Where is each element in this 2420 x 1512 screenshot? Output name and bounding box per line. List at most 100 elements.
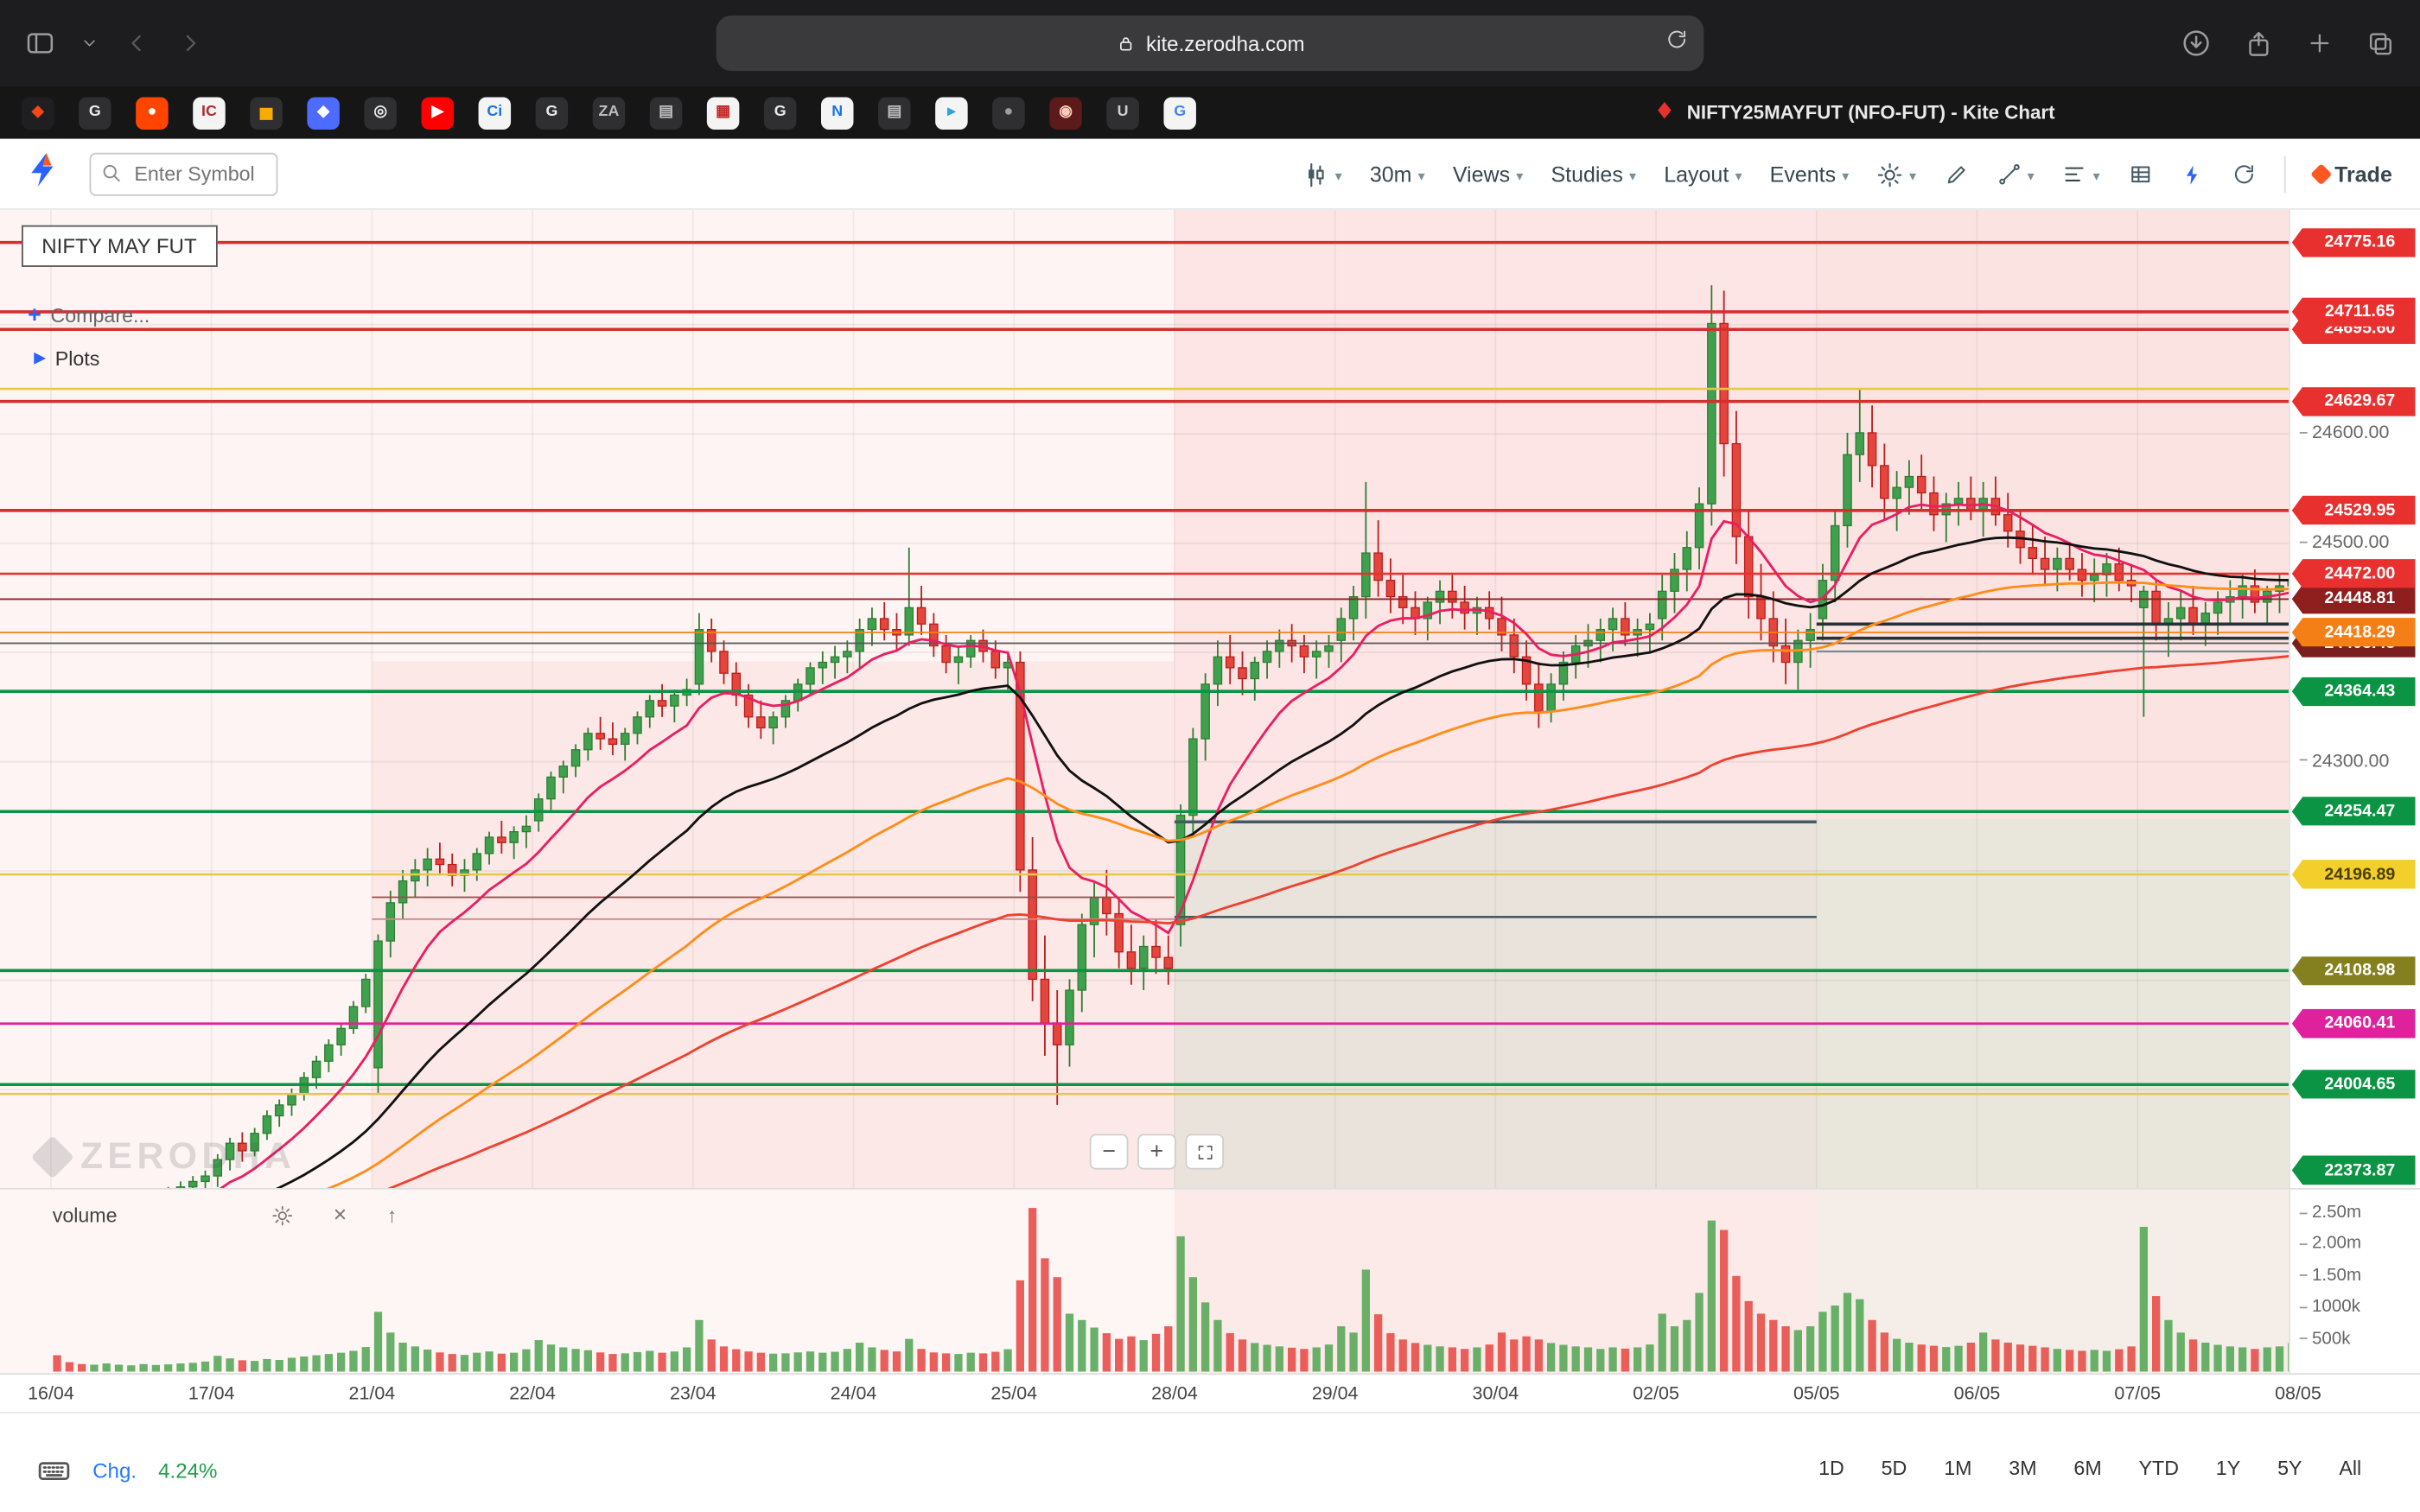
- x-axis-label: 17/04: [188, 1382, 235, 1404]
- chart-type-button[interactable]: ▾: [1302, 162, 1342, 187]
- downloads-icon[interactable]: [2181, 28, 2212, 59]
- price-tag: 24448.81: [2291, 584, 2416, 614]
- studies-menu[interactable]: Studies ▾: [1551, 162, 1637, 187]
- chevron-down-icon: ▾: [2027, 167, 2035, 183]
- tab-title-text: NIFTY25MAYFUT (NFO-FUT) - Kite Chart: [1686, 101, 2055, 124]
- bookmark-google[interactable]: G: [1163, 96, 1196, 130]
- draw-tool-button[interactable]: [1944, 162, 1969, 187]
- orderbook-button[interactable]: ▾: [2062, 162, 2100, 187]
- bookmark-g2[interactable]: G: [535, 96, 569, 130]
- bookmark-u[interactable]: U: [1106, 96, 1139, 130]
- bookmark-kite[interactable]: ◆: [21, 96, 54, 130]
- bookmark-telegram[interactable]: ▸: [935, 96, 968, 130]
- bookmark-ic[interactable]: IC: [193, 96, 226, 130]
- new-tab-icon[interactable]: [2306, 29, 2334, 57]
- forward-icon[interactable]: [176, 29, 204, 57]
- time-axis[interactable]: 16/04 17/04 21/04 22/04 23/04 24/04 25/04 28/04…: [0, 1373, 2420, 1412]
- range-3m[interactable]: 3M: [1996, 1451, 2049, 1486]
- url-text: kite.zerodha.com: [1146, 31, 1305, 55]
- volume-pane: volume × ↑ 2.50m 2.00m 1.50m 1000k 500k: [0, 1187, 2420, 1374]
- volume-settings-icon[interactable]: [271, 1204, 293, 1226]
- active-tab[interactable]: NIFTY25MAYFUT (NFO-FUT) - Kite Chart: [1654, 86, 2055, 139]
- quick-trade-icon[interactable]: [2181, 162, 2204, 186]
- fullscreen-button[interactable]: [1185, 1134, 1225, 1170]
- refresh-icon[interactable]: [2232, 162, 2257, 187]
- y-axis-label: 24500.00: [2300, 530, 2389, 552]
- bookmarks-list: ◆ G ● IC ▅ ◆ ◎ ▶ Ci G ZA ▤ ▦ G N ▤ ▸ ● ◉ U G: [0, 96, 1196, 130]
- range-all[interactable]: All: [2327, 1451, 2373, 1486]
- interval-button[interactable]: 30m ▾: [1369, 162, 1425, 187]
- price-tag: 24364.43: [2291, 677, 2416, 707]
- x-axis-label: 25/04: [990, 1382, 1038, 1404]
- price-tag: 24529.95: [2291, 495, 2416, 525]
- chevron-down-icon: ▾: [2092, 167, 2100, 183]
- lock-icon: [1115, 33, 1135, 53]
- x-axis-label: 30/04: [1472, 1382, 1519, 1404]
- bookmark-g-dark[interactable]: G: [79, 96, 111, 130]
- zoom-controls: − +: [1089, 1134, 1225, 1170]
- kite-logo-icon[interactable]: [25, 149, 65, 197]
- bookmark-bank[interactable]: ▤: [649, 96, 683, 130]
- price-tag: 24004.65: [2291, 1070, 2416, 1100]
- bookmark-dark-circle[interactable]: ●: [992, 96, 1025, 130]
- plots-toggle[interactable]: ▶ Plots: [34, 346, 100, 371]
- candlestick-plot[interactable]: NIFTY MAY FUT + Compare... ▶ Plots ZEROD…: [0, 209, 2289, 1188]
- price-tag: 24629.67: [2291, 386, 2416, 416]
- range-6m[interactable]: 6M: [2061, 1451, 2114, 1486]
- events-menu[interactable]: Events ▾: [1769, 162, 1850, 187]
- compare-button[interactable]: + Compare...: [28, 302, 150, 329]
- url-bar[interactable]: kite.zerodha.com: [716, 15, 1704, 72]
- bookmark-za[interactable]: ZA: [592, 96, 626, 130]
- reload-icon[interactable]: [1665, 28, 1689, 51]
- bookmark-reddit[interactable]: ●: [136, 96, 169, 130]
- range-ytd[interactable]: YTD: [2126, 1451, 2191, 1486]
- volume-collapse-icon[interactable]: ↑: [386, 1203, 398, 1227]
- zoom-in-button[interactable]: +: [1137, 1134, 1176, 1170]
- trade-button[interactable]: Trade: [2309, 162, 2392, 187]
- bookmark-g3[interactable]: G: [763, 96, 797, 130]
- divider: [2283, 156, 2286, 194]
- volume-axis-label: 2.00m: [2300, 1235, 2361, 1253]
- range-5y[interactable]: 5Y: [2265, 1451, 2315, 1486]
- bookmark-youtube[interactable]: ▶: [421, 96, 454, 130]
- bookmark-blue-app[interactable]: ◆: [307, 96, 340, 130]
- x-axis-label: 02/05: [1633, 1382, 1679, 1404]
- views-menu[interactable]: Views ▾: [1452, 162, 1524, 187]
- sidebar-toggle-icon[interactable]: [25, 28, 56, 59]
- price-tag: 24108.98: [2291, 956, 2416, 986]
- chevron-down-icon[interactable]: [80, 34, 99, 52]
- bookmark-pod[interactable]: ◉: [1049, 96, 1082, 130]
- bookmark-analytics[interactable]: ▅: [250, 96, 283, 130]
- volume-axis-label: 1.50m: [2300, 1267, 2361, 1285]
- chevron-down-icon: ▾: [1334, 167, 1342, 183]
- volume-axis-label: 500k: [2300, 1330, 2351, 1348]
- disclosure-triangle-icon: ▶: [34, 350, 47, 367]
- range-1y[interactable]: 1Y: [2204, 1451, 2253, 1486]
- search-icon: [100, 162, 124, 185]
- data-table-button[interactable]: [2128, 162, 2153, 187]
- price-tag: 22373.87: [2291, 1155, 2416, 1185]
- share-icon[interactable]: [2244, 29, 2273, 58]
- layout-menu[interactable]: Layout ▾: [1664, 162, 1742, 187]
- range-1m[interactable]: 1M: [1932, 1451, 1984, 1486]
- keyboard-shortcuts-icon[interactable]: [37, 1453, 71, 1487]
- range-1d[interactable]: 1D: [1806, 1451, 1856, 1486]
- price-axis[interactable]: 24600.00 24500.00 24300.00 24775.16 24695.60…: [2289, 209, 2420, 1188]
- range-5d[interactable]: 5D: [1869, 1451, 1919, 1486]
- bookmark-n-blue[interactable]: N: [820, 96, 854, 130]
- search-input[interactable]: [89, 151, 278, 195]
- price-tag: 24472.00: [2291, 559, 2416, 589]
- volume-close-icon[interactable]: ×: [333, 1202, 347, 1229]
- bookmark-target[interactable]: ◎: [364, 96, 397, 130]
- bookmark-ci[interactable]: Ci: [478, 96, 512, 130]
- symbol-search[interactable]: [89, 151, 278, 195]
- back-icon[interactable]: [124, 29, 151, 57]
- tab-overview-icon[interactable]: [2366, 29, 2395, 58]
- bookmark-rail[interactable]: ▦: [706, 96, 740, 130]
- volume-plot[interactable]: volume × ↑: [0, 1189, 2289, 1374]
- zoom-out-button[interactable]: −: [1089, 1134, 1129, 1170]
- bookmark-museum[interactable]: ▤: [878, 96, 911, 130]
- trendline-tool-button[interactable]: ▾: [1996, 162, 2035, 187]
- settings-button[interactable]: ▾: [1877, 162, 1916, 187]
